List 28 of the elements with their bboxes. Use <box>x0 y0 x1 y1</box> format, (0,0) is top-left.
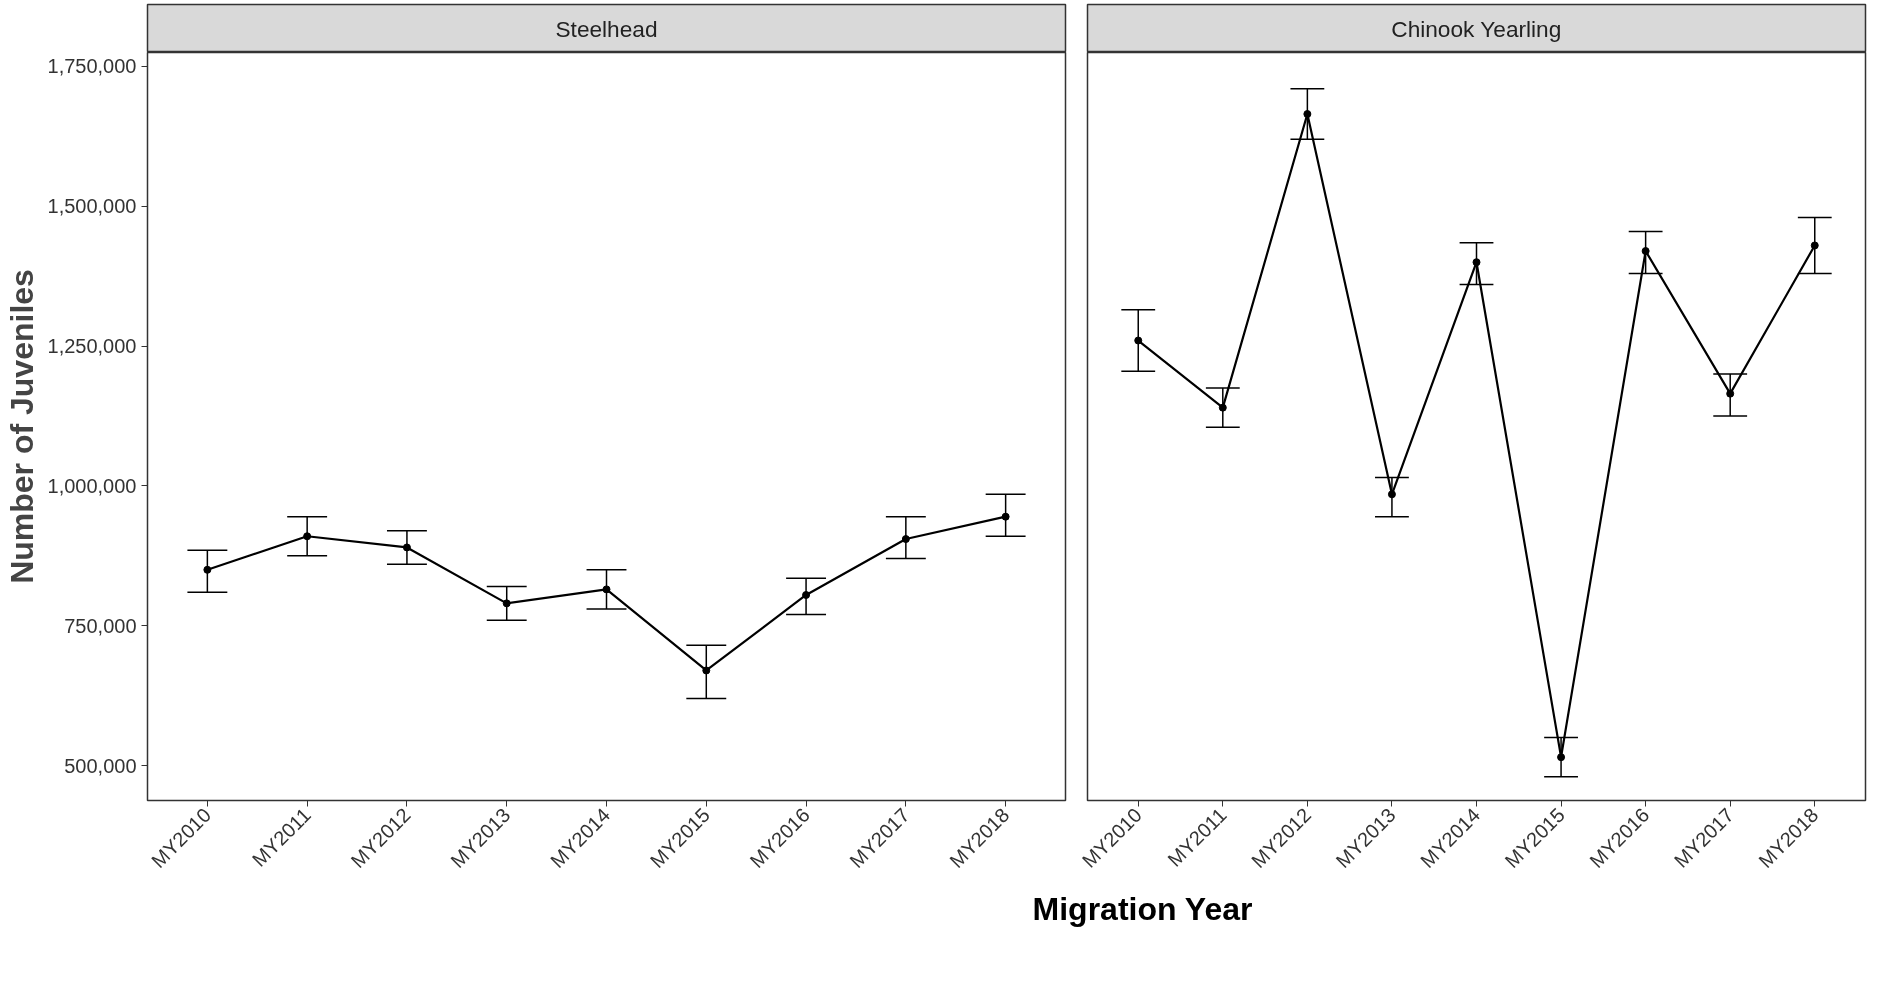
point <box>1303 110 1312 119</box>
point <box>802 590 811 599</box>
point <box>1387 490 1396 499</box>
point <box>1001 512 1010 521</box>
y-axis-title: Number of Juveniles <box>3 269 40 584</box>
chart-title: Chinook Yearling <box>1391 15 1562 42</box>
point <box>303 532 312 541</box>
point <box>1218 403 1227 412</box>
point <box>1810 241 1819 250</box>
point <box>901 535 910 544</box>
point <box>1472 258 1481 267</box>
y-tick-label: 1,500,000 <box>47 195 137 218</box>
y-tick-label: 1,750,000 <box>47 55 137 78</box>
x-axis-title: Migration Year <box>1032 890 1253 929</box>
point <box>402 543 411 552</box>
point <box>602 585 611 594</box>
y-tick-label: 1,000,000 <box>47 474 137 497</box>
point <box>1726 389 1735 398</box>
y-tick-label: 500,000 <box>64 754 137 777</box>
point <box>1557 753 1566 762</box>
point <box>1641 247 1650 256</box>
point <box>702 666 711 675</box>
y-tick-label: 1,250,000 <box>47 335 137 358</box>
point <box>1134 336 1143 345</box>
y-tick-label: 750,000 <box>64 614 137 637</box>
point <box>502 599 511 608</box>
chart-title: Steelhead <box>555 15 658 42</box>
point <box>203 565 212 574</box>
